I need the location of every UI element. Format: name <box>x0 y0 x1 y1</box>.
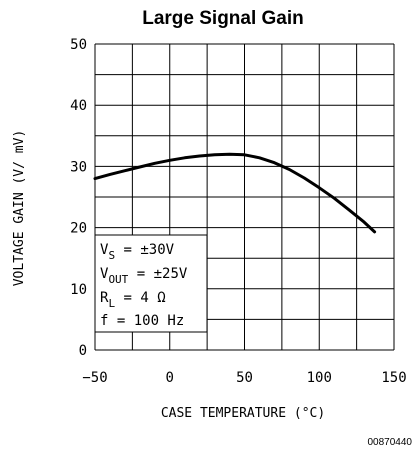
y-axis-label: VOLTAGE GAIN (V/ mV) <box>12 130 27 287</box>
conditions-text: VS = ±30V VOUT = ±25V RL = 4 Ω f = 100 Hz <box>100 242 188 329</box>
y-tick-label: 40 <box>70 98 87 114</box>
condition-line: VOUT = ±25V <box>100 266 188 286</box>
condition-line: f = 100 Hz <box>100 313 184 329</box>
y-tick-labels: 0 10 20 30 40 50 <box>70 37 87 359</box>
chart-title: Large Signal Gain <box>142 8 304 29</box>
x-tick-label: 50 <box>236 370 253 386</box>
x-tick-label: −50 <box>82 370 107 386</box>
figure-code: 00870440 <box>368 437 413 448</box>
x-axis-label: CASE TEMPERATURE (°C) <box>161 406 325 421</box>
condition-line: VS = ±30V <box>100 242 175 262</box>
x-tick-label: 0 <box>166 370 174 386</box>
x-tick-labels: −50 0 50 100 150 <box>82 370 406 386</box>
y-tick-label: 0 <box>79 343 87 359</box>
plot-grid <box>94 43 395 351</box>
series-lines <box>93 152 377 234</box>
y-tick-label: 30 <box>70 159 87 175</box>
y-tick-label: 20 <box>70 221 87 237</box>
y-tick-label: 10 <box>70 282 87 298</box>
condition-line: RL = 4 Ω <box>100 290 166 310</box>
x-tick-label: 100 <box>307 370 332 386</box>
y-tick-label: 50 <box>70 37 87 53</box>
series-line <box>93 152 377 234</box>
conditions-box <box>94 234 208 333</box>
x-tick-label: 150 <box>381 370 406 386</box>
